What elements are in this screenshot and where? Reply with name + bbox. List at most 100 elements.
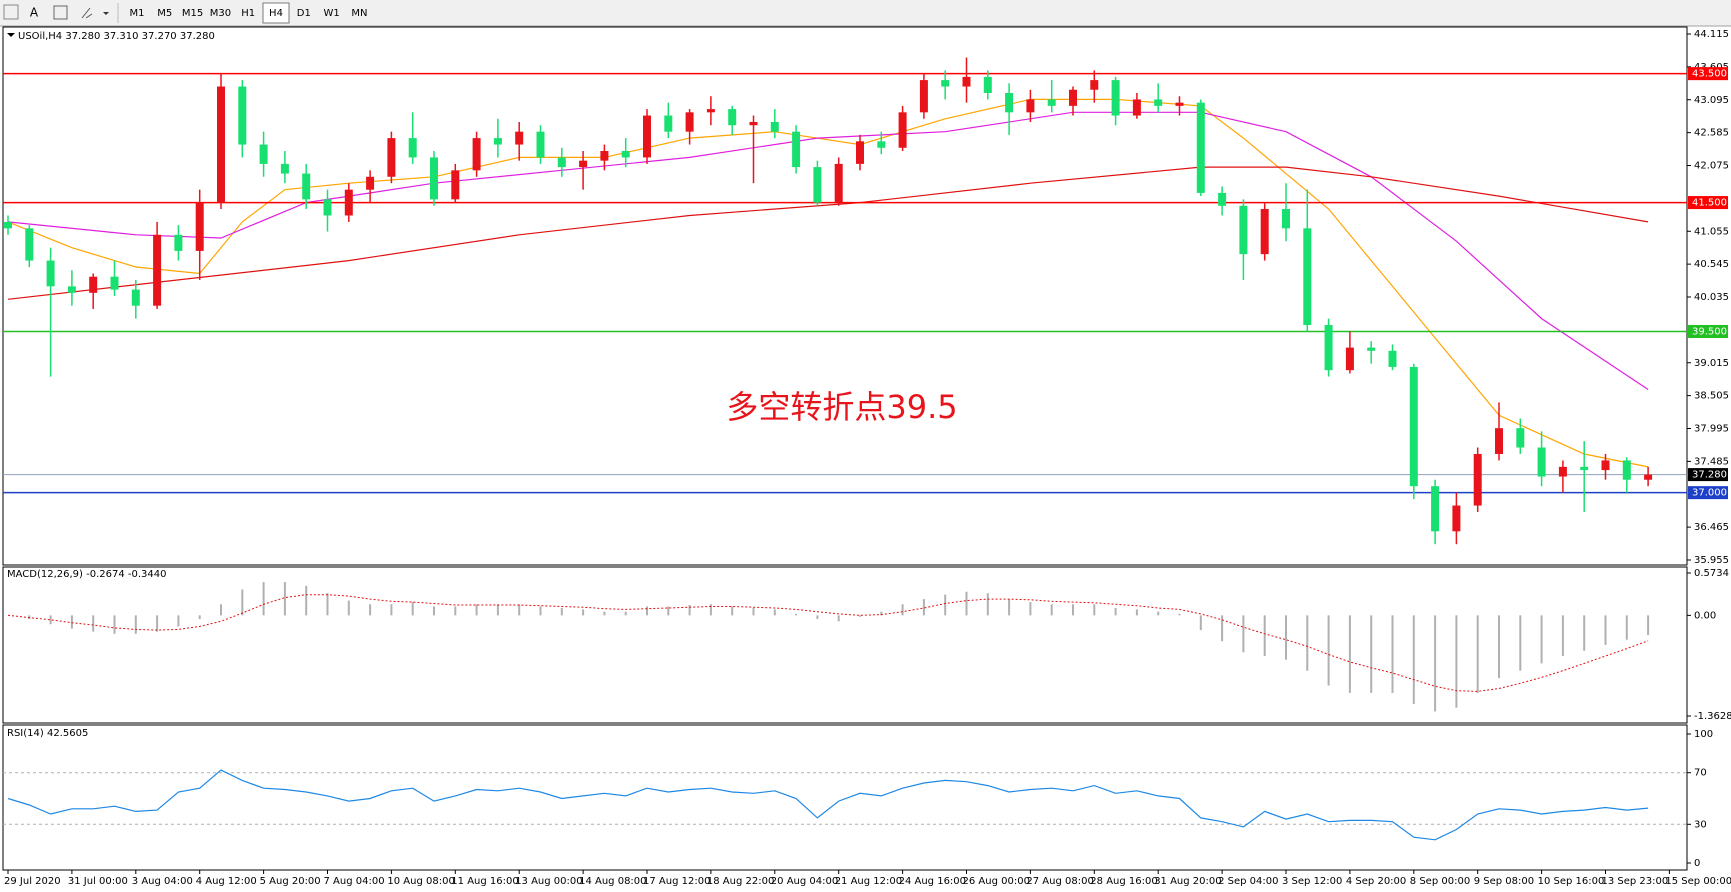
- level-label: 37.280: [1692, 470, 1727, 481]
- candle-body: [1324, 325, 1333, 371]
- candle-body: [728, 109, 737, 126]
- y-tick-label: 100: [1694, 729, 1713, 740]
- macd-bar: [518, 604, 521, 616]
- macd-bar: [1178, 613, 1181, 616]
- candle-body: [131, 289, 140, 306]
- plot-layer: 44.11543.60543.09542.58542.07541.05540.5…: [3, 29, 1731, 887]
- candle-body: [1367, 347, 1376, 351]
- macd-bar: [1498, 615, 1500, 679]
- candle-body: [217, 86, 225, 203]
- x-tick-label: 27 Aug 08:00: [1026, 876, 1093, 887]
- x-tick-label: 18 Aug 22:00: [707, 876, 774, 887]
- macd-bar: [922, 599, 925, 616]
- macd-bar: [113, 615, 116, 634]
- x-tick-label: 11 Aug 16:00: [451, 876, 518, 887]
- y-tick-label: -1.3628: [1694, 711, 1731, 722]
- x-tick-label: 3 Sep 12:00: [1282, 876, 1342, 887]
- candle-body: [1282, 209, 1290, 229]
- macd-bar: [1135, 609, 1138, 616]
- macd-bar: [752, 607, 755, 616]
- candle-body: [1516, 428, 1525, 448]
- rsi-panel: [2, 724, 1688, 871]
- timeframe-label[interactable]: M5: [157, 8, 172, 19]
- macd-bar: [965, 591, 968, 616]
- macd-bar: [134, 615, 137, 634]
- macd-bar: [475, 604, 478, 616]
- macd-bar: [986, 593, 989, 616]
- x-tick-label: 14 Aug 08:00: [579, 876, 646, 887]
- candle-body: [1345, 347, 1354, 371]
- macd-bar: [1221, 615, 1224, 642]
- chart-header: USOil,H4 37.280 37.310 37.270 37.280: [18, 31, 215, 42]
- macd-bar: [1561, 615, 1564, 656]
- macd-bar: [1327, 615, 1330, 686]
- level-label-bg: [1688, 324, 1728, 338]
- x-tick-label: 29 Jul 2020: [4, 876, 61, 887]
- text-tool[interactable]: [53, 5, 68, 20]
- dropdown[interactable]: [103, 12, 109, 15]
- macd-bar: [1072, 604, 1074, 616]
- x-tick-label: 15 Sep 00:00: [1665, 876, 1731, 887]
- timeframe-label[interactable]: W1: [323, 8, 339, 19]
- candle-body: [67, 286, 76, 293]
- y-tick-label: 36.465: [1694, 522, 1729, 533]
- macd-bar: [1199, 615, 1202, 631]
- timeframe-label[interactable]: M15: [182, 8, 203, 19]
- macd-bar: [603, 611, 606, 616]
- y-tick-label: 0.00: [1694, 610, 1716, 621]
- macd-bar: [156, 615, 159, 632]
- macd-bar: [1476, 615, 1479, 693]
- candle-body: [941, 80, 950, 87]
- shape-tool[interactable]: [81, 7, 93, 19]
- level-label: 37.000: [1692, 488, 1727, 499]
- macd-bar: [454, 606, 457, 616]
- crosshair-tool[interactable]: [3, 4, 19, 20]
- x-tick-label: 7 Aug 04:00: [324, 876, 385, 887]
- candle-body: [1409, 366, 1418, 487]
- x-tick-label: 24 Aug 16:00: [899, 876, 966, 887]
- macd-bar: [1008, 599, 1011, 616]
- timeframe-label[interactable]: H4: [269, 8, 283, 19]
- macd-bar: [326, 593, 329, 616]
- timeframe-label[interactable]: MN: [351, 8, 367, 19]
- y-tick-label: 30: [1694, 819, 1707, 830]
- macd-bar: [773, 609, 776, 616]
- candle-body: [195, 202, 204, 251]
- x-tick-label: 17 Aug 12:00: [643, 876, 710, 887]
- macd-bar: [560, 607, 563, 616]
- timeframe-label[interactable]: M30: [210, 8, 231, 19]
- timeframe-button[interactable]: [262, 2, 290, 24]
- candle-body: [89, 276, 98, 293]
- x-tick-label: 26 Aug 00:00: [963, 876, 1030, 887]
- candle-body: [46, 260, 55, 287]
- macd-bar: [1348, 615, 1351, 693]
- macd-bar: [837, 615, 840, 622]
- candle-body: [1495, 428, 1503, 454]
- macd-bar: [1114, 607, 1117, 616]
- candle-body: [621, 150, 630, 158]
- candle-body: [1452, 505, 1461, 532]
- candle-body: [983, 76, 992, 93]
- candle-body: [280, 163, 289, 174]
- macd-bar: [539, 606, 542, 616]
- candle-body: [1622, 460, 1631, 480]
- macd-bar: [709, 604, 712, 616]
- macd-bar: [1157, 611, 1160, 616]
- x-tick-label: 13 Sep 23:00: [1602, 876, 1669, 887]
- y-tick-label: 39.015: [1694, 358, 1729, 369]
- candle-body: [451, 170, 460, 200]
- macd-bar: [880, 611, 883, 616]
- candle-body: [834, 163, 843, 203]
- candle-body: [1154, 99, 1163, 106]
- x-tick-label: 21 Aug 12:00: [835, 876, 902, 887]
- font-tool[interactable]: A: [30, 6, 39, 20]
- candle-body: [1558, 466, 1567, 477]
- timeframe-label[interactable]: H1: [241, 8, 255, 19]
- macd-bar: [1050, 604, 1053, 616]
- candle-body: [25, 228, 34, 261]
- timeframe-label[interactable]: M1: [130, 8, 145, 19]
- candle-body: [323, 199, 332, 216]
- macd-bar: [1647, 615, 1650, 636]
- timeframe-label[interactable]: D1: [297, 8, 311, 19]
